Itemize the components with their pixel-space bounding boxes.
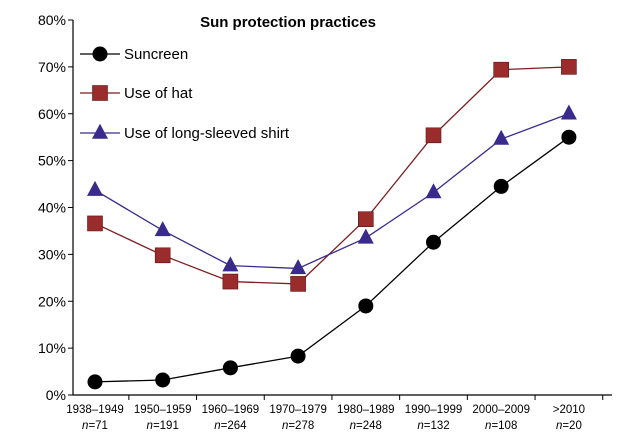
- series-2: [87, 104, 577, 275]
- legend-label: Suncreen: [124, 46, 188, 63]
- sample-size-label: n=20: [556, 420, 582, 432]
- legend-marker: [92, 123, 108, 139]
- data-point: [222, 360, 238, 376]
- y-tick-label: 20%: [38, 293, 66, 309]
- data-point: [357, 228, 374, 244]
- legend-item: Use of long-sleeved shirt: [80, 123, 290, 142]
- data-point: [561, 59, 577, 75]
- legend-marker: [92, 46, 108, 62]
- sample-size-label: n=71: [82, 420, 108, 432]
- x-tick-label: 1980–1989: [337, 404, 395, 416]
- data-point: [87, 374, 103, 390]
- data-point: [493, 178, 509, 194]
- x-tick-label: 1960–1969: [202, 404, 260, 416]
- sample-size-label: n=132: [417, 420, 449, 432]
- data-point: [87, 180, 103, 196]
- data-point: [154, 247, 171, 264]
- x-tick-label: 2000–2009: [472, 404, 530, 416]
- x-tick-label: 1938–1949: [66, 404, 124, 416]
- legend-marker: [92, 85, 108, 101]
- y-tick-label: 70%: [38, 59, 66, 75]
- data-point: [425, 183, 442, 199]
- data-point: [493, 61, 510, 78]
- data-point: [222, 256, 239, 272]
- legend-label: Use of hat: [124, 85, 193, 102]
- data-point: [425, 127, 442, 144]
- series-line: [94, 113, 570, 270]
- y-tick-label: 80%: [38, 12, 66, 28]
- y-tick-label: 60%: [38, 106, 66, 122]
- sample-size-label: n=264: [214, 420, 247, 432]
- sample-size-label: n=248: [350, 420, 382, 432]
- data-point: [426, 234, 441, 250]
- data-point: [358, 298, 374, 314]
- data-point: [290, 259, 307, 275]
- sample-size-label: n=108: [485, 420, 517, 432]
- axes: 0% 10% 20% 30% 40% 50% 60% 70% 80% 1938–1949 n=71 1…: [38, 12, 612, 432]
- data-point: [87, 215, 103, 232]
- y-tick-label: 10%: [38, 340, 66, 356]
- data-point: [154, 221, 171, 237]
- data-point: [222, 273, 239, 290]
- data-point: [290, 276, 306, 292]
- series-1: [87, 59, 577, 292]
- series-line: [94, 66, 569, 285]
- data-point: [493, 129, 510, 145]
- data-point: [561, 129, 577, 145]
- sample-size-label: n=191: [147, 420, 179, 432]
- x-tick-label: 1990–1999: [405, 404, 463, 416]
- x-tick-label: 1970–1979: [269, 404, 327, 416]
- data-point: [155, 372, 171, 388]
- x-tick-label: >2010: [553, 404, 585, 416]
- legend: Suncreen Use of hat Use of long-sleeved sh…: [80, 46, 290, 142]
- chart-title: Sun protection practices: [200, 14, 376, 31]
- y-tick-label: 0%: [46, 387, 66, 403]
- series-layer: [87, 59, 577, 390]
- legend-item: Suncreen: [80, 46, 188, 63]
- y-tick-label: 40%: [38, 200, 66, 216]
- data-point: [357, 211, 374, 228]
- data-point: [560, 104, 577, 120]
- series-line: [94, 136, 570, 383]
- series-0: [87, 129, 577, 390]
- x-tick-label: 1950–1959: [134, 404, 192, 416]
- data-point: [290, 348, 306, 364]
- legend-label: Use of long-sleeved shirt: [124, 125, 290, 142]
- legend-item: Use of hat: [80, 85, 193, 102]
- y-tick-label: 50%: [38, 153, 66, 169]
- sample-size-label: n=278: [282, 420, 314, 432]
- y-tick-label: 30%: [38, 246, 66, 262]
